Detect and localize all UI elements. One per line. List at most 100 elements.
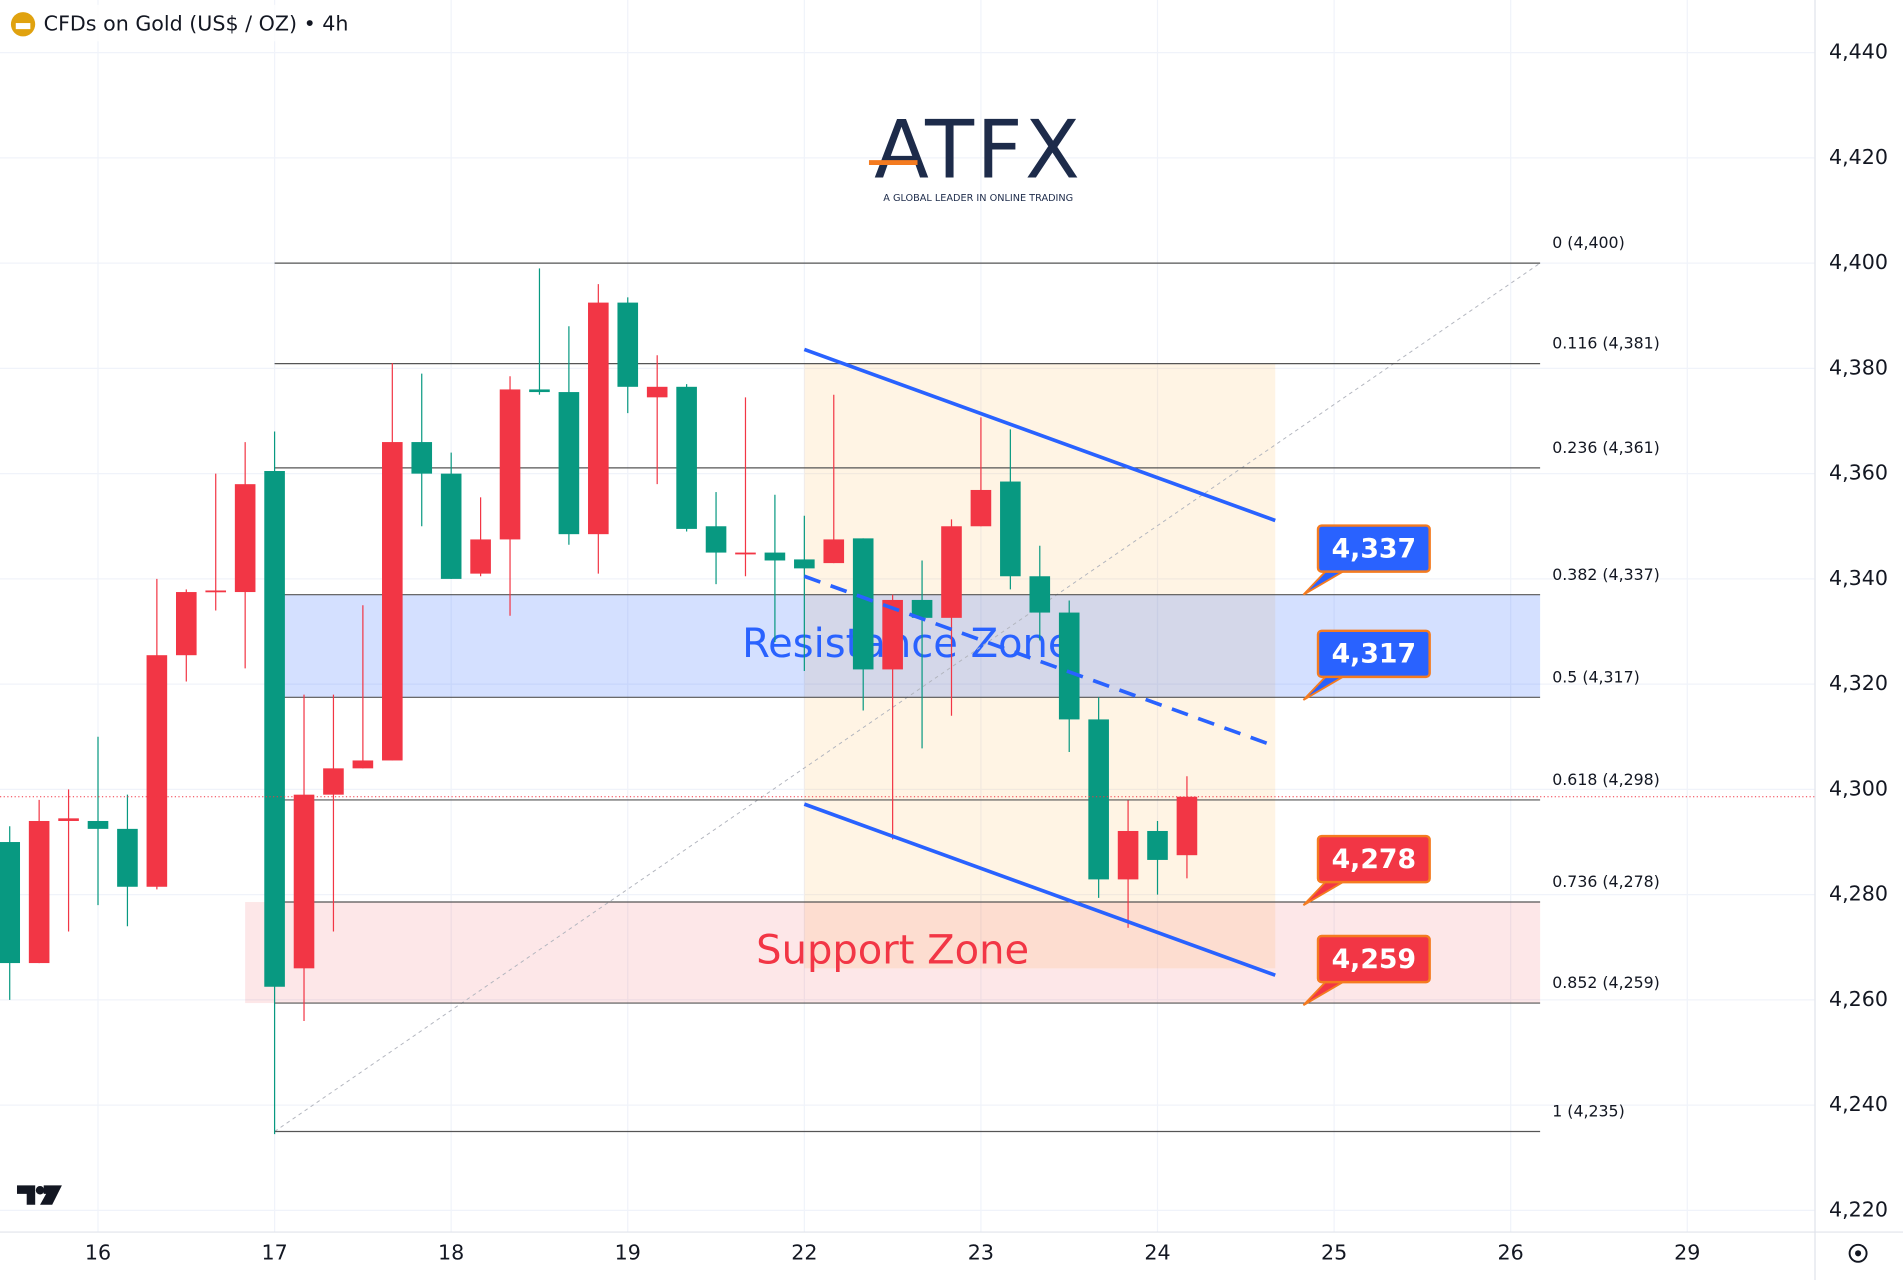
x-tick-label: 23: [968, 1240, 994, 1264]
fib-label: 0.618 (4,298): [1552, 770, 1660, 789]
candle-body: [352, 760, 374, 769]
candle-body: [823, 539, 845, 564]
channel-lower: [803, 802, 1276, 977]
settings-icon[interactable]: [1848, 1243, 1868, 1263]
candle-body: [293, 794, 315, 969]
candle-body: [1147, 830, 1168, 860]
candle-body: [1029, 576, 1051, 613]
settings-icon-dot: [1855, 1250, 1862, 1257]
logo-name: ATFX: [874, 103, 1082, 196]
x-tick-label: 25: [1321, 1240, 1347, 1264]
candle-body: [882, 599, 903, 670]
y-tick-label: 4,420: [1829, 145, 1888, 169]
zone-label: Resistance Zone: [742, 621, 1072, 667]
candle-body: [529, 389, 550, 393]
candle-body: [1117, 830, 1139, 880]
y-tick-label: 4,320: [1829, 671, 1888, 695]
y-tick-label: 4,300: [1829, 776, 1888, 800]
logo: ATFX A GLOBAL LEADER IN ONLINE TRADING: [868, 103, 1082, 204]
candle-body: [646, 386, 668, 398]
fib-label: 0 (4,400): [1552, 233, 1624, 252]
fib-label: 1 (4,235): [1552, 1102, 1624, 1121]
candle-body: [1176, 796, 1198, 856]
candle-body: [1088, 719, 1109, 880]
tag-pointer: [1302, 878, 1351, 906]
chart-title: CFDs on Gold (US$ / OZ) • 4h: [44, 11, 349, 35]
x-tick-label: 26: [1498, 1240, 1524, 1264]
x-tick-label: 29: [1674, 1240, 1700, 1264]
candle-body: [205, 590, 227, 593]
fib-label: 0.236 (4,361): [1552, 438, 1660, 457]
candle-body: [794, 559, 815, 569]
y-tick-label: 4,220: [1829, 1197, 1888, 1221]
candle-body: [617, 302, 639, 387]
x-tick-label: 18: [438, 1240, 464, 1264]
candles: [0, 268, 1198, 1135]
y-tick-label: 4,240: [1829, 1092, 1888, 1116]
candle-body: [676, 386, 697, 529]
y-tick-label: 4,360: [1829, 461, 1888, 485]
candle-body: [911, 599, 933, 618]
x-tick-label: 19: [615, 1240, 641, 1264]
candle-body: [58, 818, 79, 821]
x-tick-label: 22: [791, 1240, 817, 1264]
candle-body: [1000, 481, 1021, 577]
price-tag-label: 4,259: [1332, 944, 1416, 975]
tv-logo-dot: [35, 1185, 45, 1195]
candle-body: [735, 552, 756, 555]
logo-tagline: A GLOBAL LEADER IN ONLINE TRADING: [883, 193, 1073, 204]
candle-body: [941, 526, 962, 618]
fib-label: 0.736 (4,278): [1552, 872, 1660, 891]
price-tag: [1316, 524, 1431, 573]
price-tag-label: 4,317: [1332, 639, 1416, 670]
candle-body: [588, 302, 609, 535]
candle-body: [764, 552, 786, 561]
candle-body: [382, 442, 403, 761]
y-tick-label: 4,400: [1829, 250, 1888, 274]
candle-body: [117, 828, 138, 887]
candle-body: [499, 389, 521, 540]
candle-body: [1058, 612, 1080, 720]
fib-label: 0.5 (4,317): [1552, 667, 1640, 686]
candle-body: [264, 471, 285, 987]
fib-label: 0.116 (4,381): [1552, 334, 1660, 353]
candle-body: [323, 768, 344, 795]
candle-body: [0, 842, 21, 964]
x-axis-bg: [0, 1232, 1903, 1280]
candle-body: [234, 484, 256, 593]
candle-body: [470, 539, 491, 574]
fib-label: 0.382 (4,337): [1552, 565, 1660, 584]
candle-body: [28, 820, 50, 964]
price-tag: [1316, 934, 1431, 984]
candle-body: [146, 655, 168, 887]
x-tick-label: 24: [1144, 1240, 1170, 1264]
tag-pointer: [1302, 568, 1351, 596]
y-tick-label: 4,260: [1829, 987, 1888, 1011]
y-tick-label: 4,440: [1829, 40, 1888, 64]
header: CFDs on Gold (US$ / OZ) • 4h: [0, 4, 365, 42]
drawings-front: 4,337 4,317 4,278 4,259: [0, 347, 1815, 1006]
y-tick-label: 4,380: [1829, 355, 1888, 379]
symbol-icon-bar: [15, 23, 31, 30]
tradingview-logo: [16, 1185, 62, 1205]
x-tick-label: 16: [85, 1240, 111, 1264]
price-tag: [1316, 834, 1431, 884]
fib-label: 0.852 (4,259): [1552, 973, 1660, 992]
y-tick-label: 4,340: [1829, 566, 1888, 590]
x-tick-label: 17: [261, 1240, 287, 1264]
price-tag-label: 4,337: [1332, 533, 1416, 564]
zone-label: Support Zone: [756, 928, 1029, 974]
candle-body: [705, 526, 727, 553]
price-tag-label: 4,278: [1332, 844, 1416, 875]
candle-body: [175, 592, 197, 656]
price-tag: [1316, 629, 1431, 679]
candle-body: [558, 392, 580, 535]
channel-upper: [803, 347, 1276, 523]
header-bg: [0, 4, 365, 42]
candle-body: [411, 442, 433, 474]
candle-body: [87, 820, 109, 829]
candle-body: [970, 489, 992, 527]
y-axis-bg: [1815, 0, 1903, 1280]
candle-body: [440, 473, 462, 579]
